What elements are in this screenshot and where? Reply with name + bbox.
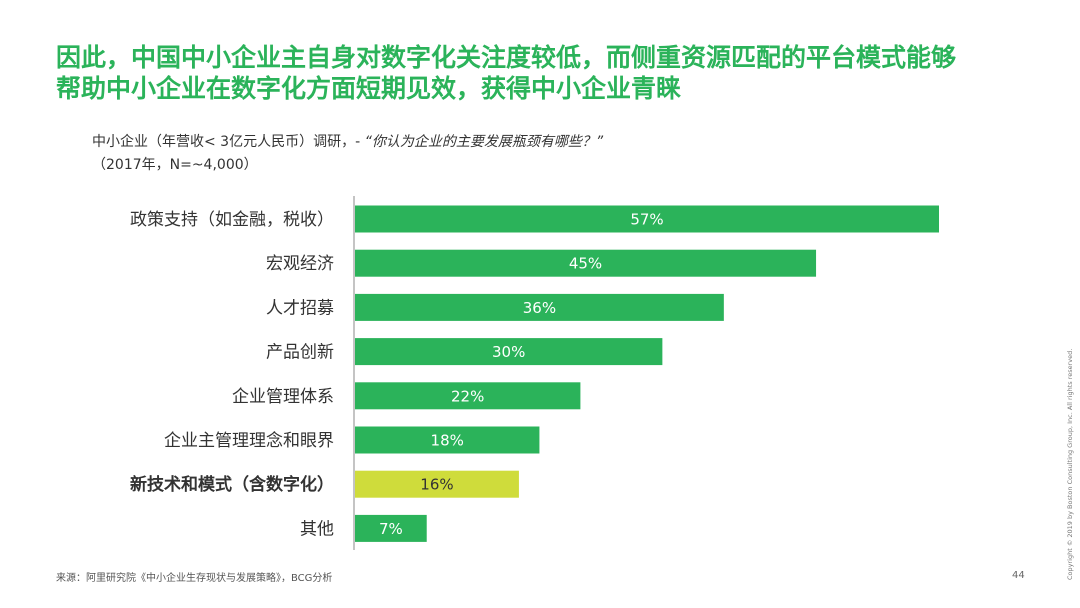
bar-value-label: 18% bbox=[431, 432, 464, 450]
page-number: 44 bbox=[1012, 570, 1025, 581]
bar-value-label: 22% bbox=[451, 387, 484, 405]
category-label: 产品创新 bbox=[266, 343, 334, 363]
bar bbox=[355, 205, 939, 233]
category-label: 宏观经济 bbox=[266, 254, 334, 274]
copyright-notice: Copyright © 2019 by Boston Consulting Gr… bbox=[1066, 348, 1074, 580]
slide-title-line-1: 因此，中国中小企业主自身对数字化关注度较低，而侧重资源匹配的平台模式能够 bbox=[56, 43, 957, 72]
category-label: 其他 bbox=[300, 519, 334, 539]
survey-question: “你认为企业的主要发展瓶颈有哪些？” bbox=[364, 134, 604, 150]
category-label: 政策支持（如金融，税收） bbox=[130, 210, 334, 230]
source-note: 来源：阿里研究院《中小企业生存现状与发展策略》，BCG分析 bbox=[56, 573, 333, 584]
slide-title: 因此，中国中小企业主自身对数字化关注度较低，而侧重资源匹配的平台模式能够 帮助中… bbox=[56, 42, 1046, 104]
bar bbox=[355, 338, 663, 366]
bar-value-label: 30% bbox=[492, 343, 525, 361]
category-label: 人才招募 bbox=[266, 298, 334, 318]
bar bbox=[355, 249, 817, 277]
bar-value-label: 16% bbox=[420, 476, 453, 494]
bar-value-label: 57% bbox=[630, 211, 663, 229]
chart-subtitle: 中小企业（年营收< 3亿元人民币）调研，- “你认为企业的主要发展瓶颈有哪些？”… bbox=[92, 131, 603, 177]
slide-title-line-2: 帮助中小企业在数字化方面短期见效，获得中小企业青睐 bbox=[56, 74, 682, 103]
bar bbox=[355, 293, 724, 321]
bar-value-label: 7% bbox=[379, 520, 403, 538]
survey-sample: （2017年，N=~4,000） bbox=[92, 157, 258, 173]
category-label: 新技术和模式（含数字化） bbox=[130, 474, 334, 495]
category-label: 企业管理体系 bbox=[232, 387, 334, 407]
category-label: 企业主管理理念和眼界 bbox=[164, 430, 334, 451]
bar-value-label: 36% bbox=[523, 299, 556, 317]
bar bbox=[355, 426, 540, 454]
bar bbox=[355, 470, 519, 498]
bar bbox=[355, 382, 581, 410]
survey-description: 中小企业（年营收< 3亿元人民币）调研，- bbox=[92, 134, 365, 150]
bar bbox=[355, 514, 427, 542]
bar-value-label: 45% bbox=[569, 255, 602, 273]
